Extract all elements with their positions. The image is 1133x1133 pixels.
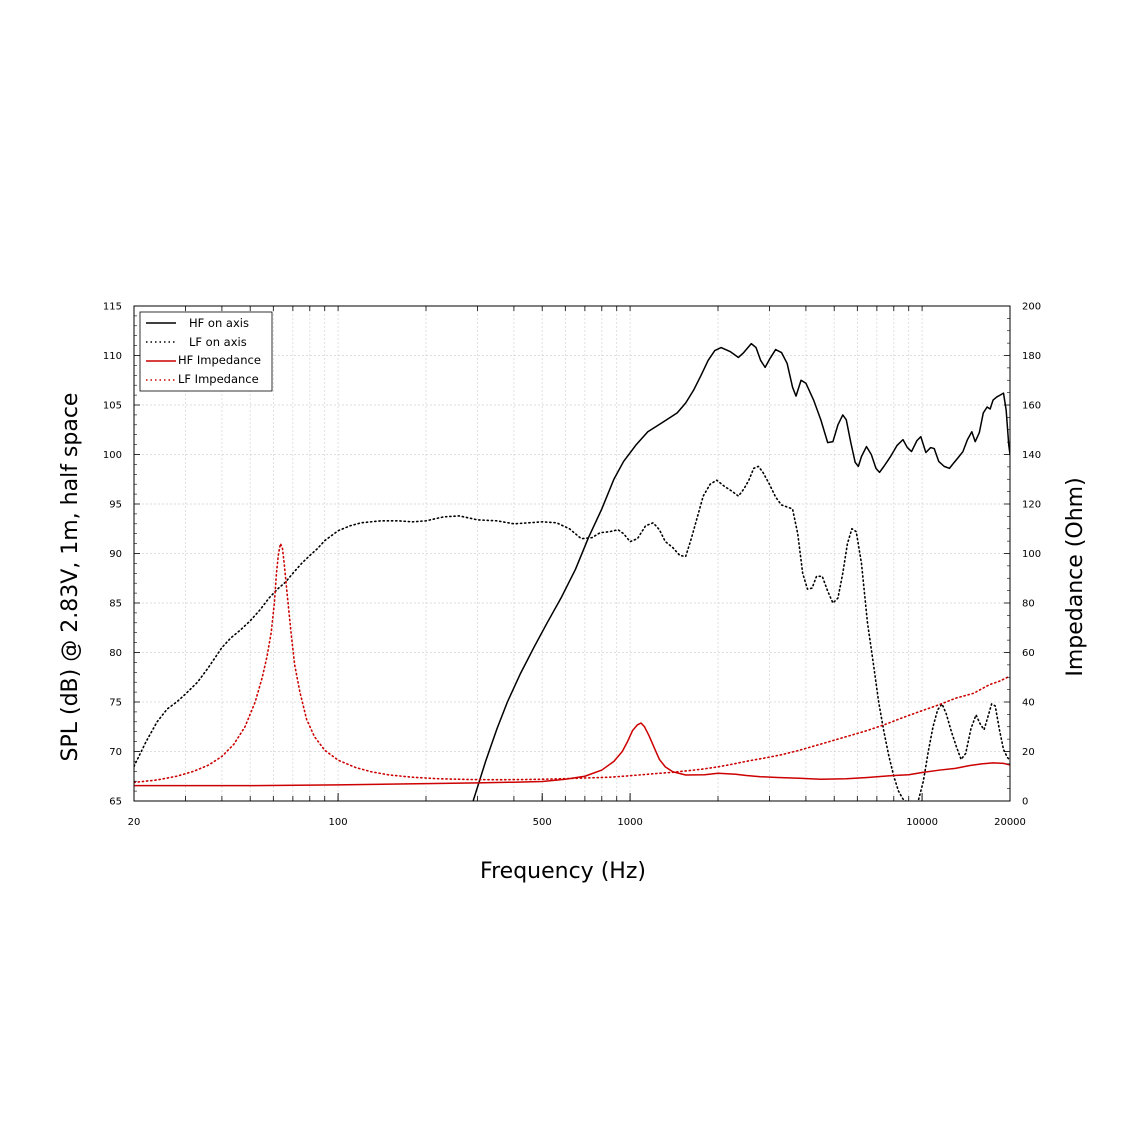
y2-tick-label: 100 bbox=[1022, 549, 1041, 560]
series-line-lf-impedance bbox=[134, 542, 1010, 784]
y2-tick-label: 120 bbox=[1022, 500, 1041, 511]
y2-tick-label: 0 bbox=[1022, 797, 1028, 808]
y2-tick-label: 80 bbox=[1022, 599, 1035, 610]
y-tick-label: 110 bbox=[103, 351, 122, 362]
legend-label-lf-impedance: LF Impedance bbox=[178, 372, 259, 386]
y-tick-label: 95 bbox=[109, 500, 122, 511]
y-tick-label: 65 bbox=[109, 797, 122, 808]
legend-box bbox=[139, 311, 273, 392]
x-tick-label: 1000 bbox=[617, 817, 642, 828]
tick-labels: 65 70 75 80 85 90 95 100 105 110 115 0 20 40 60 80 100 12… bbox=[103, 302, 1041, 829]
ticks bbox=[133, 305, 1011, 802]
x-tick-label: 20 bbox=[128, 817, 141, 828]
grid bbox=[134, 306, 1010, 801]
legend-label-hf-impedance: HF Impedance bbox=[178, 353, 261, 367]
y2-tick-label: 160 bbox=[1022, 401, 1041, 412]
x-tick-label: 10000 bbox=[906, 817, 938, 828]
y-tick-label: 105 bbox=[103, 401, 122, 412]
series-layer bbox=[134, 342, 1010, 801]
x-tick-label: 20000 bbox=[994, 817, 1026, 828]
x-axis-title: Frequency (Hz) bbox=[480, 859, 646, 884]
y-tick-label: 70 bbox=[109, 747, 122, 758]
y2-tick-label: 200 bbox=[1022, 302, 1041, 313]
legend: HF on axis LF on axis HF Impedance LF Im… bbox=[139, 311, 273, 392]
y-axis-title: SPL (dB) @ 2.83V, 1m, half space bbox=[58, 393, 83, 762]
y2-tick-label: 20 bbox=[1022, 747, 1035, 758]
y2-tick-label: 40 bbox=[1022, 698, 1035, 709]
y-tick-label: 115 bbox=[103, 302, 122, 313]
series-line-hf-on-axis bbox=[472, 342, 1010, 801]
y-tick-label: 75 bbox=[109, 698, 122, 709]
y-tick-label: 100 bbox=[103, 450, 122, 461]
legend-label-lf-on-axis: LF on axis bbox=[189, 335, 247, 349]
y2-tick-label: 140 bbox=[1022, 450, 1041, 461]
y2-tick-label: 60 bbox=[1022, 648, 1035, 659]
series-line-hf-impedance bbox=[134, 722, 1010, 787]
legend-label-hf-on-axis: HF on axis bbox=[189, 316, 249, 330]
x-tick-label: 500 bbox=[533, 817, 552, 828]
y-tick-label: 90 bbox=[109, 549, 122, 560]
y2-tick-label: 180 bbox=[1022, 351, 1041, 362]
series-line-lf-on-axis bbox=[134, 465, 1010, 801]
y-tick-label: 85 bbox=[109, 599, 122, 610]
y-tick-label: 80 bbox=[109, 648, 122, 659]
x-tick-label: 100 bbox=[329, 817, 348, 828]
y2-axis-title: Impedance (Ohm) bbox=[1063, 477, 1088, 676]
